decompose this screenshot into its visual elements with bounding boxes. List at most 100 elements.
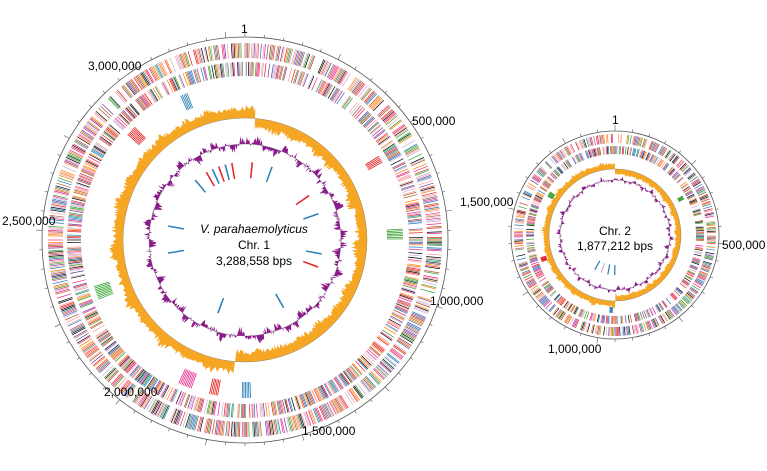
- cds-gene-mark: [226, 403, 229, 418]
- cds-gene-mark: [268, 44, 272, 60]
- cds-gene-mark: [672, 156, 679, 164]
- cds-gene-mark: [702, 264, 711, 268]
- cds-gene-mark: [529, 209, 538, 213]
- cds-gene-mark: [321, 61, 328, 75]
- cds-gene-mark: [514, 240, 524, 242]
- cds-gene-mark: [67, 153, 82, 161]
- cds-gene-mark: [421, 284, 436, 290]
- cds-gene-mark: [648, 140, 653, 150]
- cds-gene-mark: [683, 187, 691, 192]
- cds-gene-mark: [54, 286, 70, 291]
- cds-gene-mark: [332, 399, 341, 413]
- cds-gene-mark: [385, 115, 398, 126]
- cds-gene-mark: [633, 313, 637, 322]
- cds-gene-mark: [705, 253, 715, 256]
- scale-tick: [133, 410, 136, 414]
- cds-gene-mark: [50, 209, 66, 213]
- cds-gene-mark: [382, 329, 395, 338]
- cds-gene-mark: [388, 350, 402, 361]
- cds-gene-mark: [699, 271, 708, 277]
- cds-gene-mark: [209, 46, 213, 62]
- cds-gene-mark: [272, 64, 276, 79]
- cds-gene-mark: [518, 263, 528, 267]
- cds-gene-mark: [105, 129, 117, 139]
- cds-gene-mark: [557, 310, 564, 319]
- cds-gene-mark: [138, 97, 148, 109]
- feature-cluster-mark: [215, 379, 220, 396]
- feature-cluster-mark: [266, 166, 273, 183]
- cds-gene-mark: [293, 415, 299, 430]
- cds-gene-mark: [48, 225, 64, 228]
- cds-gene-mark: [682, 279, 690, 285]
- cds-gene-mark: [537, 189, 546, 195]
- cds-gene-mark: [539, 296, 547, 303]
- cds-gene-mark: [514, 224, 524, 227]
- cds-gene-mark: [122, 110, 133, 121]
- cds-gene-mark: [55, 289, 71, 295]
- cds-gene-mark: [74, 287, 89, 292]
- cds-gene-mark: [311, 77, 318, 91]
- cds-gene-mark: [99, 334, 112, 343]
- feature-cluster-mark: [187, 372, 195, 388]
- cds-gene-mark: [215, 419, 219, 435]
- cds-gene-mark: [417, 297, 433, 303]
- feature-cluster-mark: [194, 179, 206, 193]
- cds-gene-mark: [147, 90, 156, 103]
- cds-gene-mark: [342, 96, 351, 109]
- cds-gene-mark: [404, 144, 418, 153]
- cds-gene-mark: [391, 312, 405, 320]
- cds-gene-mark: [526, 224, 535, 227]
- cds-gene-mark: [374, 367, 386, 379]
- cds-gene-mark: [218, 420, 222, 436]
- cds-gene-mark: [645, 152, 650, 161]
- cds-gene-mark: [533, 288, 541, 295]
- cds-gene-mark: [48, 253, 64, 256]
- cds-gene-mark: [653, 318, 659, 327]
- cds-gene-mark: [92, 324, 105, 333]
- cds-gene-mark: [670, 307, 677, 316]
- cds-gene-mark: [310, 409, 317, 424]
- feature-cluster-mark: [217, 379, 221, 396]
- feature-cluster-mark: [212, 168, 220, 184]
- cds-gene-mark: [68, 259, 83, 262]
- cds-gene-mark: [526, 222, 535, 225]
- cds-gene-mark: [161, 384, 169, 398]
- cds-gene-mark: [140, 95, 149, 108]
- cds-gene-mark: [637, 312, 641, 321]
- cds-gene-mark: [667, 167, 674, 175]
- scale-tick: [596, 337, 599, 344]
- cds-gene-mark: [287, 48, 292, 64]
- cds-gene-mark: [408, 319, 423, 327]
- cds-gene-mark: [686, 292, 694, 299]
- cds-gene-mark: [340, 72, 349, 86]
- cds-gene-mark: [423, 202, 439, 207]
- cds-gene-mark: [392, 311, 406, 319]
- cds-gene-mark: [184, 72, 191, 86]
- cds-gene-mark: [533, 289, 542, 296]
- cds-gene-mark: [558, 150, 565, 159]
- cds-gene-mark: [317, 59, 325, 74]
- cds-gene-mark: [86, 122, 99, 133]
- cds-gene-mark: [313, 388, 320, 402]
- cds-gene-mark: [301, 73, 308, 87]
- cds-gene-mark: [77, 136, 91, 145]
- cds-gene-mark: [695, 279, 704, 284]
- cds-gene-mark: [57, 180, 72, 186]
- cds-gene-mark: [80, 340, 94, 350]
- scale-tick: [691, 305, 694, 308]
- feature-cluster-mark: [167, 249, 184, 254]
- scale-tick: [579, 133, 582, 137]
- cds-gene-mark: [251, 403, 253, 418]
- cds-gene-mark: [230, 403, 233, 418]
- cds-gene-mark: [163, 405, 171, 420]
- scale-tick: [50, 172, 54, 174]
- cds-gene-mark: [692, 258, 701, 262]
- cds-gene-mark: [638, 323, 642, 333]
- cds-gene-mark: [534, 195, 543, 200]
- feature-cluster-mark: [541, 257, 547, 261]
- cds-gene-mark: [130, 365, 140, 377]
- cds-gene-mark: [413, 307, 428, 315]
- cds-gene-mark: [619, 146, 621, 155]
- cds-gene-mark: [66, 316, 80, 323]
- cds-gene-mark: [155, 381, 164, 395]
